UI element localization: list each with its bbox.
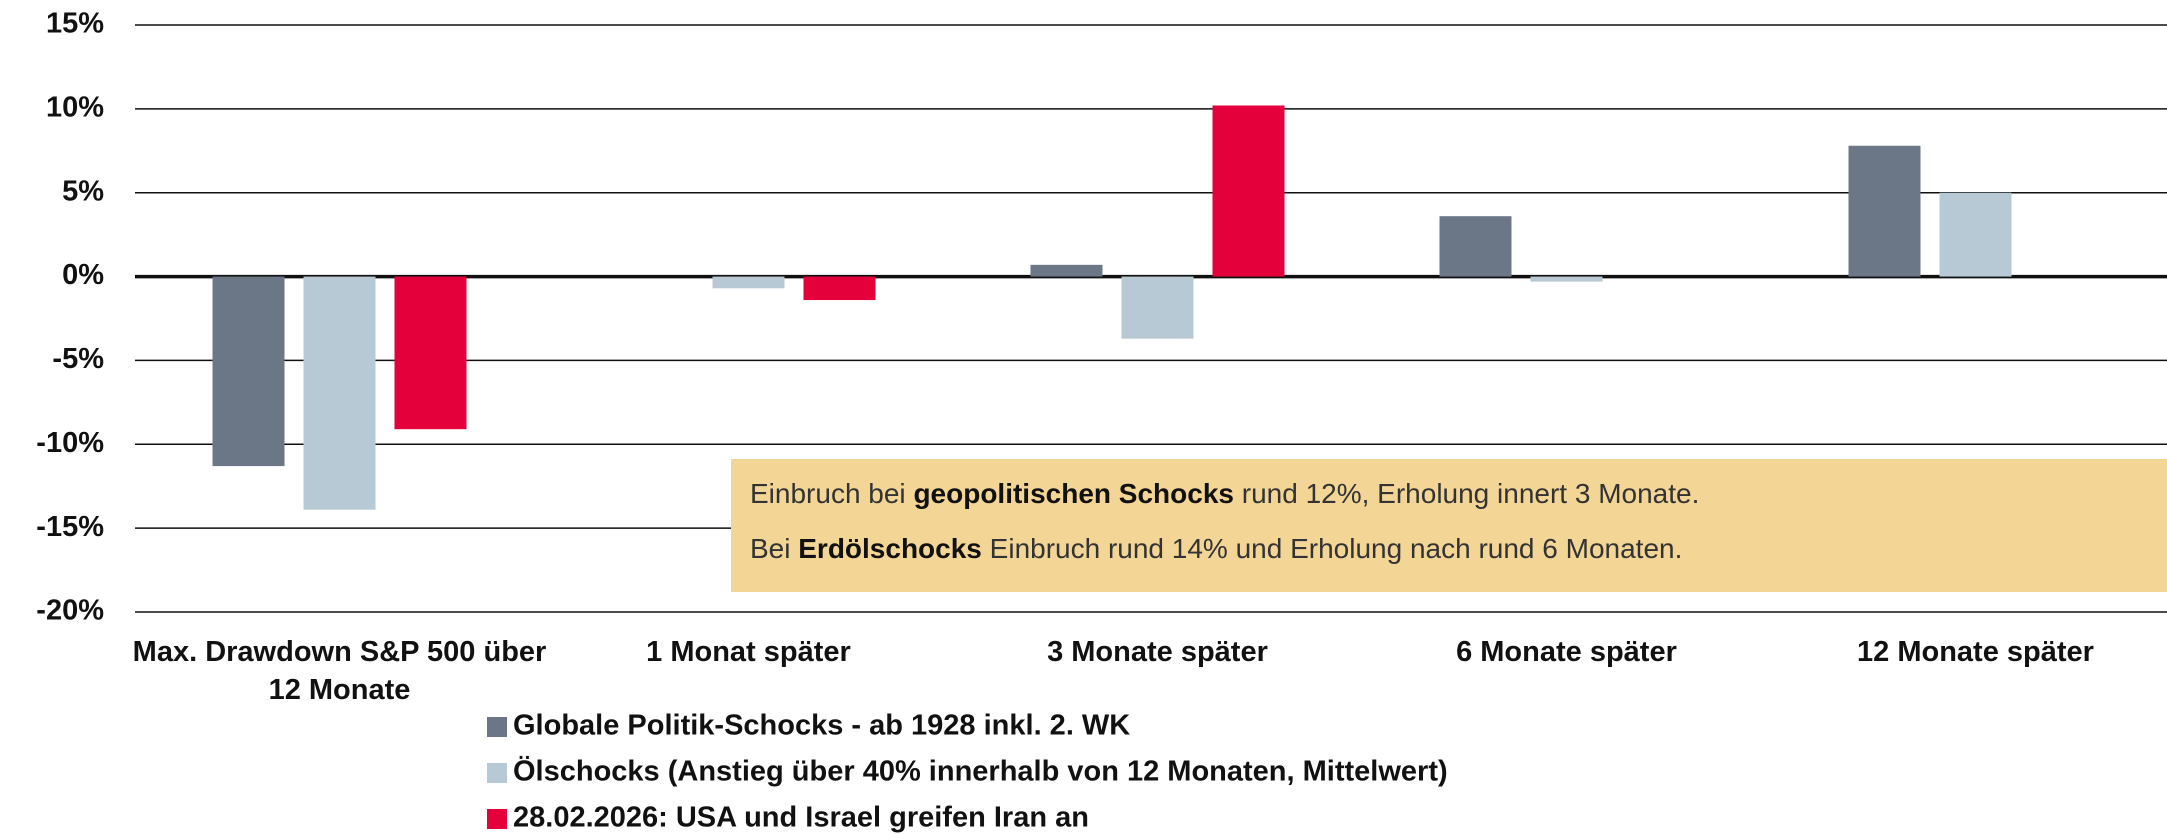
bar [1121,276,1194,339]
y-tick-label: 10% [46,92,104,124]
x-tick-label-box: 1 Monat später [646,636,851,668]
x-tick-label-box: Max. Drawdown S&P 500 über 12 Monate [132,636,547,706]
y-tick-label: 15% [46,8,104,40]
bar [303,276,376,510]
y-tick-label: -20% [36,595,104,627]
x-tick-label: 6 Monate später [1456,636,1677,668]
bar [1439,216,1512,277]
annotation-text: geopolitischen Schocks [913,478,1234,509]
x-tick-label: Max. Drawdown S&P 500 über 12 Monate [132,636,547,706]
annotation-text: Einbruch rund 14% und Erholung nach rund… [982,533,1682,564]
x-tick-label-box: 3 Monate später [1047,636,1268,668]
bar [712,276,785,289]
annotation-text: Erdölschocks [798,533,982,564]
legend-swatch [487,809,507,829]
y-tick-label: -10% [36,427,104,459]
x-tick-label-box: 6 Monate später [1456,636,1677,668]
bar [803,276,876,301]
annotation-text: rund 12%, Erholung innert 3 Monate. [1234,478,1699,509]
legend-label: Ölschocks (Anstieg über 40% innerhalb vo… [513,755,1448,788]
y-tick-label: -5% [52,343,104,375]
x-tick-label: 3 Monate später [1047,636,1268,668]
annotation-line: Einbruch bei geopolitischen Schocks rund… [750,478,1699,509]
bar [1848,145,1921,277]
bar [212,276,285,467]
x-tick-label: 12 Monate später [1857,636,2094,668]
bar [1030,264,1103,277]
y-tick-label: 5% [62,175,104,207]
annotation-text: Bei [750,533,798,564]
bar [1530,276,1603,282]
legend-swatch [487,763,507,783]
y-tick-label: -15% [36,511,104,543]
bar [1212,105,1285,277]
annotation-box [731,459,2167,592]
bar [1939,192,2012,277]
annotation-text: Einbruch bei [750,478,913,509]
bar [394,276,467,430]
annotation-line: Bei Erdölschocks Einbruch rund 14% und E… [750,533,1682,564]
x-tick-label: 1 Monat später [646,636,851,668]
legend-label: 28.02.2026: USA und Israel greifen Iran … [513,802,1089,834]
annotation: Einbruch bei geopolitischen Schocks rund… [731,459,2167,592]
legend-swatch [487,717,507,737]
x-tick-label-box: 12 Monate später [1857,636,2094,668]
legend-label: Globale Politik-Schocks - ab 1928 inkl. … [513,710,1130,742]
y-tick-label: 0% [62,259,104,291]
